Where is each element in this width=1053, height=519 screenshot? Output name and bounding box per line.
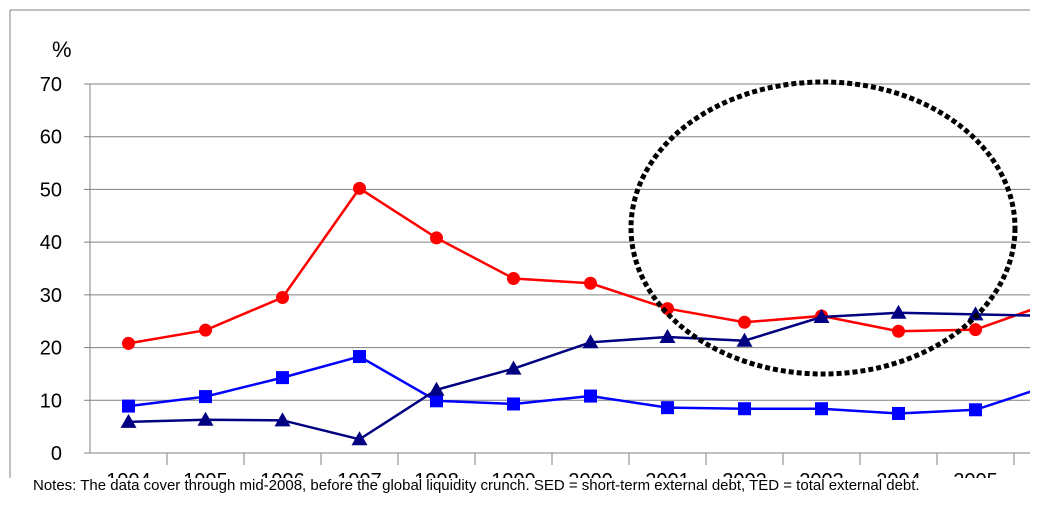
point — [813, 308, 830, 323]
x-tick-label: 2000 — [568, 470, 613, 478]
point — [1045, 308, 1053, 322]
series-line — [128, 355, 1030, 415]
point — [199, 323, 212, 337]
point — [122, 336, 135, 350]
point — [738, 402, 751, 416]
point — [815, 402, 828, 416]
point — [276, 290, 289, 304]
x-tick-label: 1995 — [183, 470, 228, 478]
point — [892, 324, 905, 338]
point — [659, 329, 676, 344]
point — [122, 399, 135, 413]
point — [353, 181, 366, 195]
y-tick-label: 50 — [40, 179, 62, 201]
x-tick-label: 2005 — [953, 470, 998, 478]
point — [276, 371, 289, 385]
point — [736, 332, 753, 347]
y-axis-label: % — [52, 37, 72, 62]
chart: % 1994 1995 1996 1997 1998 1999 2000 2001 2002 20… — [9, 9, 1053, 478]
point — [353, 350, 366, 364]
point — [430, 231, 443, 245]
x-tick-label: 1998 — [414, 470, 459, 478]
point — [738, 315, 751, 329]
x-tick-label: 2003 — [799, 470, 844, 478]
x-tick-label: 2001 — [645, 470, 690, 478]
plot-area: 1994 1995 1996 1997 1998 1999 2000 2001 2002 2003… — [90, 79, 1053, 478]
x-tick-label: 2004 — [876, 470, 921, 478]
point — [584, 389, 597, 403]
point — [197, 411, 214, 426]
point — [199, 390, 212, 404]
y-tick-label: 20 — [40, 338, 62, 360]
y-tick-label: 40 — [40, 232, 62, 254]
x-tick-label: 1994 — [106, 470, 151, 478]
y-tick-label: 70 — [40, 74, 62, 96]
point — [582, 334, 599, 349]
y-tick-label: 0 — [51, 443, 62, 465]
note: Notes: The data cover through mid-2008, … — [33, 477, 920, 494]
series-line — [128, 186, 1030, 345]
point — [892, 406, 905, 420]
point — [969, 323, 982, 337]
point — [507, 272, 520, 286]
point — [351, 431, 368, 446]
point — [507, 397, 520, 411]
point — [661, 401, 674, 415]
point — [890, 304, 907, 319]
highlight-ellipse — [628, 79, 1018, 377]
point — [1046, 296, 1053, 309]
x-tick-label: 1996 — [260, 470, 305, 478]
point — [430, 394, 443, 408]
point — [1046, 378, 1053, 391]
y-tick-label: 10 — [40, 390, 62, 412]
point — [120, 413, 137, 428]
point — [428, 381, 445, 396]
y-tick-label: 60 — [40, 127, 62, 149]
point — [969, 403, 982, 417]
point — [274, 412, 291, 427]
y-tick-label: 30 — [40, 285, 62, 307]
x-tick-label: 1997 — [337, 470, 382, 478]
point — [505, 360, 522, 375]
x-tick-label: 1999 — [491, 470, 536, 478]
point — [584, 276, 597, 290]
x-tick-label: 2002 — [722, 470, 767, 478]
